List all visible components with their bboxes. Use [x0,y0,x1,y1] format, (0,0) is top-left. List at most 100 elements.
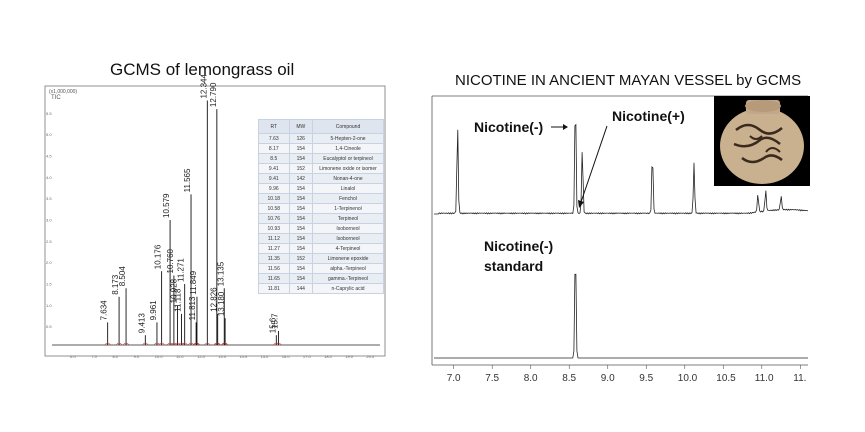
table-cell: 4-Terpineol [312,243,384,254]
left-x-tick-label: 16.0 [282,354,291,359]
left-peak-integration [221,342,228,346]
right-x-tick-label: 10.5 [716,373,736,384]
table-cell: 11.65 [258,273,290,284]
table-header-cell: MW [288,119,314,134]
table-cell: 154 [288,273,314,284]
table-cell: alpha.-Terpineol [312,263,384,274]
vessel-image [714,96,810,186]
compound-table: RT MW Compound 7.63 126 5-Hepten-2-one 8.17 15… [258,119,384,294]
right-x-tick-label: 9.5 [639,373,653,384]
standard-trace [434,273,808,359]
table-cell: 11.56 [258,263,290,274]
left-peak-label: 10.579 [162,193,171,218]
left-x-tick-label: 14.0 [239,354,248,359]
arrow-head-plus [578,200,584,208]
mayan-vessel-photo [714,96,810,186]
left-peak-label: 11.813 [188,296,197,320]
table-cell: 9.41 [258,163,290,174]
table-cell: 154 [288,233,314,244]
table-cell: 154 [288,243,314,254]
left-x-tick-label: 15.0 [261,354,270,359]
right-x-axis: 7.0 7.5 8.0 8.5 9.0 9.5 10.0 10.5 11.0 11. [447,365,806,384]
table-cell: 154 [288,263,314,274]
left-peak-label: 15.7 [270,313,279,329]
table-cell: 154 [288,223,314,234]
table-cell: 8.17 [258,143,290,154]
left-peak-label: 10.760 [166,248,175,273]
table-cell: Nonan-4-one [312,173,384,184]
right-x-tick-label: 7.0 [447,373,461,384]
left-x-tick-label: 7.0 [91,354,97,359]
left-chromatogram [52,100,380,346]
table-cell: Eucalyptol or terpineol [312,153,384,164]
left-x-tick-label: 13.0 [218,354,227,359]
annotation-standard: Nicotine(-) standard [484,238,554,274]
left-peak-label: 12.790 [209,82,218,107]
table-row: 10.93 154 Isoborneol [258,223,384,234]
left-peak-integration [174,342,181,346]
table-row: 11.81 144 n-Caprylic acid [258,283,384,294]
right-x-tick-label: 11. [793,373,806,384]
left-peak-integration [193,342,201,346]
table-cell: 11.27 [258,243,290,254]
left-peak-label: 11.118 [174,288,183,312]
left-peak-label: 11.565 [183,168,192,192]
table-row: 11.56 154 alpha.-Terpineol [258,263,384,274]
table-cell: 10.93 [258,223,290,234]
vessel-chromatogram-line [434,123,809,215]
table-cell: 144 [288,283,314,294]
table-row: 10.58 154 1-Terpinenol [258,203,384,214]
table-row: 10.76 154 Terpineol [258,213,384,224]
table-cell: 5-Hepten-2-one [312,133,384,144]
left-peak-label: 10.176 [154,244,163,269]
table-row: 11.35 152 Limonene epoxide [258,253,384,264]
table-row: 8.17 154 1,4-Cineole [258,143,384,154]
left-y-tick-label: 5.0 [46,132,52,137]
left-peak-label: 13.180 [217,291,226,316]
table-cell: 9.96 [258,183,290,194]
left-peak-integration [115,342,123,346]
table-cell: 1-Terpinenol [312,203,384,214]
left-corner-label: (x1,000,000) [49,89,77,95]
arrow-head-minus [563,124,568,130]
table-row: 9.41 142 Nonan-4-one [258,173,384,184]
left-x-tick-label: 6.0 [70,354,76,359]
left-peak-integration [204,342,211,346]
table-header-cell: Compound [312,119,384,134]
right-x-tick-label: 8.5 [562,373,576,384]
left-peak-label: 9.961 [149,300,158,321]
left-peak-integration [142,342,149,346]
left-peak-integration [158,342,165,346]
table-header-row: RT MW Compound [258,119,384,134]
table-row: 9.96 154 Linalol [258,183,384,194]
table-cell: 10.76 [258,213,290,224]
left-peak-integration [170,342,178,346]
table-cell: 154 [288,203,314,214]
left-peak-label: 11.849 [189,270,198,294]
left-chart-frame [44,85,386,357]
table-cell: 11.81 [258,283,290,294]
left-y-tick-label: 1.0 [46,303,52,308]
left-peak-label: 9.413 [137,313,146,334]
left-peak-integration [104,342,111,346]
left-peak-integration [122,342,130,346]
table-row: 11.27 154 4-Terpineol [258,243,384,254]
left-peak-label: 10.928 [169,278,178,303]
table-cell: Linalol [312,183,384,194]
table-cell: 154 [288,193,314,204]
left-x-tick-label: 10.0 [155,354,164,359]
table-cell: n-Caprylic acid [312,283,384,294]
arrow-nicotine-plus [579,125,608,206]
table-cell: 1,4-Cineole [312,143,384,154]
annotation-nicotine-plus: Nicotine(+) [612,108,685,124]
left-x-tick-label: 9.0 [134,354,140,359]
left-y-tick-label: 3.5 [46,196,52,201]
table-cell: 152 [288,163,314,174]
left-peak-label: 13.135 [216,261,225,286]
left-peak-label: 15.6 [268,317,277,333]
table-cell: 126 [288,133,314,144]
left-peak-integration [178,342,185,346]
left-y-tick-label: 1.5 [46,282,52,287]
left-x-tick-label: 12.0 [197,354,206,359]
